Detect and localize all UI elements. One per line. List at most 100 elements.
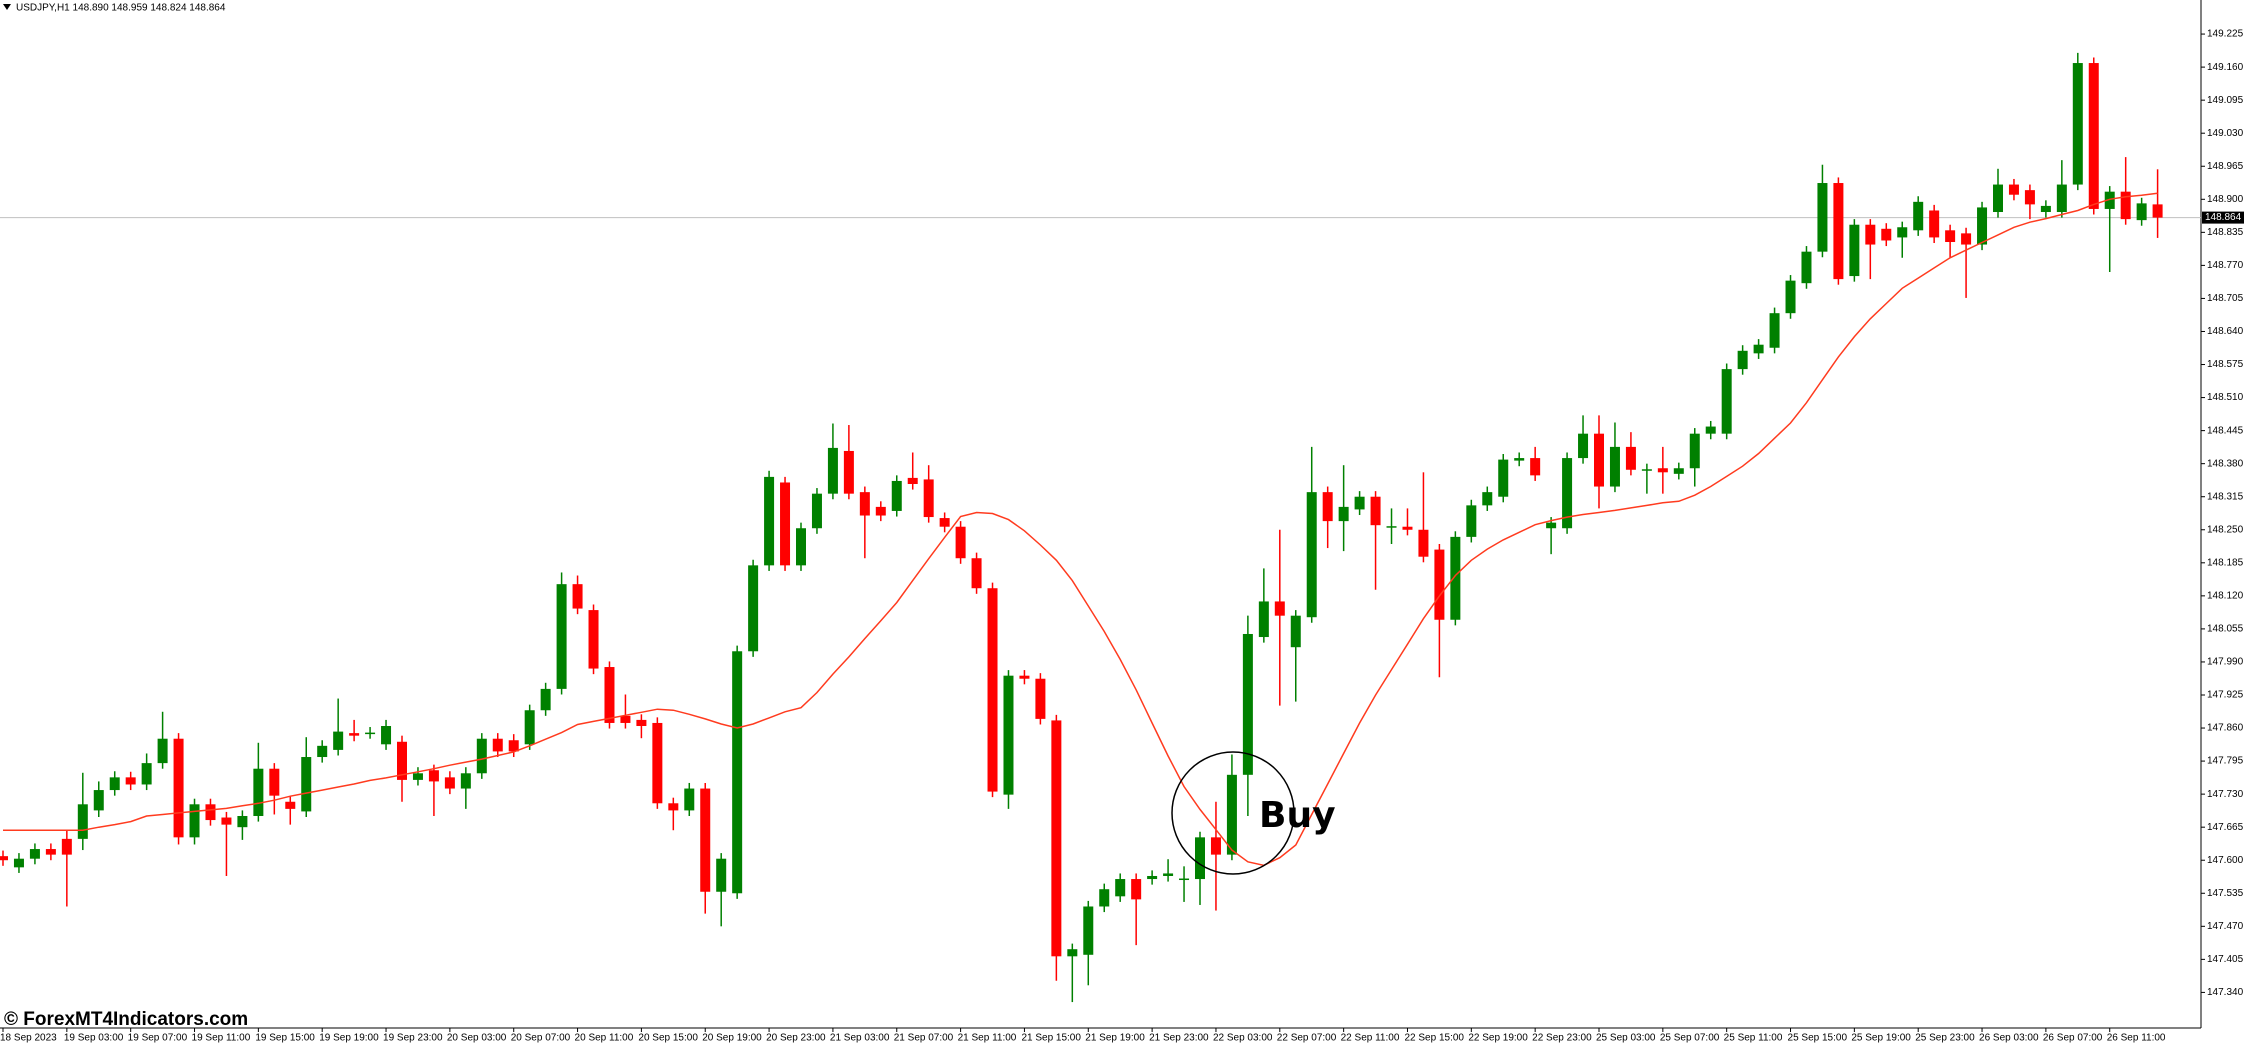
candle-body xyxy=(1226,774,1237,855)
y-tick-label: 147.600 xyxy=(2207,855,2244,866)
candle-body xyxy=(1929,210,1940,238)
x-tick-label: 25 Sep 19:00 xyxy=(1851,1033,1911,1044)
candle-body xyxy=(1657,468,1668,473)
x-tick-label: 22 Sep 15:00 xyxy=(1404,1033,1464,1044)
y-tick-label: 147.470 xyxy=(2207,921,2244,932)
candle-body xyxy=(1897,227,1908,238)
x-tick-label: 20 Sep 15:00 xyxy=(638,1033,698,1044)
candle-body xyxy=(1546,522,1557,529)
y-tick-label: 148.965 xyxy=(2207,161,2244,172)
y-tick-label: 148.055 xyxy=(2207,624,2244,635)
plot-area xyxy=(0,52,2201,1003)
candle-body xyxy=(1482,492,1493,506)
x-tick-label: 19 Sep 03:00 xyxy=(64,1033,124,1044)
candle-body xyxy=(620,715,631,723)
candle-body xyxy=(987,588,998,792)
candle-body xyxy=(1466,505,1477,537)
x-tick-label: 20 Sep 07:00 xyxy=(511,1033,571,1044)
candle-body xyxy=(2040,205,2051,213)
candle-body xyxy=(572,584,583,609)
y-tick-label: 148.640 xyxy=(2207,326,2244,337)
candle-body xyxy=(1673,468,1684,474)
candle-body xyxy=(1833,183,1844,280)
candle-body xyxy=(955,526,966,559)
y-tick-label: 148.250 xyxy=(2207,524,2244,535)
candle-body xyxy=(748,565,759,652)
candle-body xyxy=(684,788,695,811)
buy-annotation: Buy xyxy=(1259,795,1336,836)
candle-body xyxy=(2024,190,2035,205)
x-tick-label: 21 Sep 23:00 xyxy=(1149,1033,1209,1044)
x-tick-label: 22 Sep 07:00 xyxy=(1277,1033,1337,1044)
candle-body xyxy=(1913,201,1924,231)
candle-body xyxy=(1737,350,1748,370)
candle-body xyxy=(1865,224,1876,245)
candle-body xyxy=(1258,601,1269,638)
candle-body xyxy=(1961,233,1972,245)
y-tick-label: 149.030 xyxy=(2207,128,2244,139)
candle-body xyxy=(412,773,423,780)
y-tick-label: 147.730 xyxy=(2207,789,2244,800)
y-tick-label: 148.185 xyxy=(2207,557,2244,568)
candle-body xyxy=(1705,426,1716,434)
candle-body xyxy=(1849,224,1860,277)
x-tick-label: 19 Sep 07:00 xyxy=(128,1033,188,1044)
candle-body xyxy=(2120,191,2131,220)
x-tick-label: 19 Sep 19:00 xyxy=(319,1033,379,1044)
candle-body xyxy=(29,849,40,859)
candle-body xyxy=(1418,529,1429,557)
candle-body xyxy=(1993,184,2003,213)
y-tick-label: 148.770 xyxy=(2207,260,2244,271)
candle-body xyxy=(0,856,8,861)
y-tick-label: 148.315 xyxy=(2207,491,2244,502)
x-tick-label: 22 Sep 19:00 xyxy=(1468,1033,1528,1044)
candle-body xyxy=(700,788,711,892)
x-tick-label: 25 Sep 11:00 xyxy=(1724,1033,1783,1044)
candle-body xyxy=(444,777,455,789)
x-tick-label: 26 Sep 07:00 xyxy=(2043,1033,2103,1044)
candle-body xyxy=(77,804,88,839)
candle-body xyxy=(1370,496,1381,526)
candle-body xyxy=(1147,875,1158,880)
x-tick-label: 21 Sep 11:00 xyxy=(958,1033,1017,1044)
candle-body xyxy=(588,610,599,669)
x-tick-label: 20 Sep 11:00 xyxy=(575,1033,634,1044)
candle-body xyxy=(1625,446,1636,470)
candle-body xyxy=(141,763,152,785)
candle-body xyxy=(253,768,264,816)
candle-body xyxy=(1530,458,1541,476)
candle-body xyxy=(317,745,328,758)
candle-body xyxy=(1322,492,1333,522)
candle-body xyxy=(45,849,56,855)
candle-body xyxy=(2136,203,2147,221)
candle-body xyxy=(508,740,519,752)
candle-body xyxy=(1562,458,1573,529)
candle-body xyxy=(1242,633,1253,775)
candle-body xyxy=(1689,433,1700,469)
menu-triangle[interactable] xyxy=(3,4,11,10)
watermark: © ForexMT4Indicators.com xyxy=(4,1009,248,1030)
y-tick-label: 148.510 xyxy=(2207,392,2244,403)
candle-body xyxy=(764,476,775,566)
candle-body xyxy=(2104,191,2115,209)
candle-body xyxy=(476,738,487,774)
candle-body xyxy=(668,803,679,811)
y-tick-label: 147.535 xyxy=(2207,888,2244,899)
candle-body xyxy=(2008,184,2019,195)
candle-body xyxy=(221,817,232,825)
x-tick-label: 26 Sep 11:00 xyxy=(2107,1033,2166,1044)
y-tick-label: 147.340 xyxy=(2207,987,2244,998)
candle-body xyxy=(1753,344,1764,354)
candle-body xyxy=(237,815,248,828)
candle-body xyxy=(843,450,854,494)
y-tick-label: 147.795 xyxy=(2207,756,2244,767)
x-tick-label: 20 Sep 23:00 xyxy=(766,1033,826,1044)
candle-body xyxy=(285,801,296,809)
y-tick-label: 148.900 xyxy=(2207,194,2244,205)
candle-body xyxy=(875,506,886,516)
candle-body xyxy=(1386,526,1397,528)
y-tick-label: 147.665 xyxy=(2207,822,2244,833)
candle-body xyxy=(109,777,120,791)
y-tick-label: 147.925 xyxy=(2207,690,2244,701)
candle-body xyxy=(1274,601,1285,616)
